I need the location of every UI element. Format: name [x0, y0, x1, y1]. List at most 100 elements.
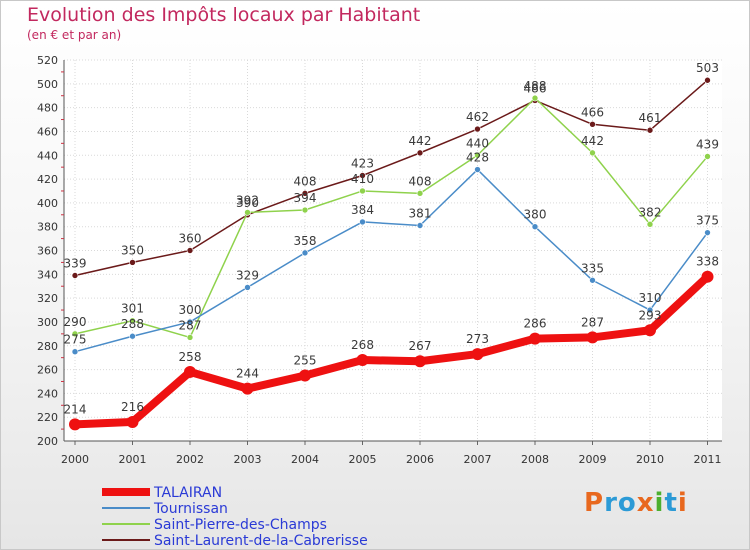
data-point-saint-pierre-des-champs — [186, 334, 194, 341]
data-point-saint-pierre-des-champs — [646, 221, 654, 228]
data-label-talairan: 255 — [294, 354, 317, 368]
y-tick-label: 260 — [37, 364, 58, 377]
chart-title: Evolution des Impôts locaux par Habitant — [27, 4, 421, 26]
data-point-talairan — [241, 382, 254, 395]
data-point-talairan — [586, 331, 599, 344]
data-label-saint-pierre-des-champs: 408 — [409, 174, 432, 188]
data-point-talairan — [69, 418, 81, 431]
data-label-saint-laurent-de-la-cabrerisse: 462 — [466, 110, 489, 124]
data-label-talairan: 293 — [639, 308, 662, 322]
logo-letter: P — [584, 488, 605, 518]
data-label-tournissan: 380 — [524, 208, 547, 222]
data-label-saint-pierre-des-champs: 410 — [351, 172, 374, 186]
data-point-talairan — [299, 369, 311, 382]
y-tick-label: 420 — [37, 173, 58, 186]
data-label-saint-pierre-des-champs: 442 — [581, 134, 604, 148]
y-tick-label: 240 — [37, 387, 58, 400]
data-point-tournissan — [531, 223, 539, 230]
series-line-talairan — [74, 273, 711, 429]
data-label-tournissan: 310 — [639, 291, 662, 305]
logo-letter: o — [617, 488, 637, 518]
data-label-saint-laurent-de-la-cabrerisse: 423 — [351, 156, 374, 170]
data-label-talairan: 268 — [351, 338, 374, 352]
y-tick-label: 460 — [37, 125, 58, 138]
data-label-tournissan: 384 — [351, 203, 374, 217]
data-label-saint-laurent-de-la-cabrerisse: 339 — [64, 257, 87, 271]
y-tick-label: 400 — [37, 197, 58, 210]
data-point-tournissan — [646, 306, 654, 314]
data-label-talairan: 216 — [121, 400, 144, 414]
series-line-saint-pierre-des-champs — [74, 97, 709, 339]
data-point-saint-laurent-de-la-cabrerisse — [71, 272, 79, 279]
data-label-tournissan: 375 — [696, 214, 719, 228]
data-point-saint-pierre-des-champs — [474, 151, 481, 159]
data-label-saint-laurent-de-la-cabrerisse: 350 — [121, 243, 144, 257]
data-point-tournissan — [244, 284, 251, 291]
data-label-tournissan: 358 — [294, 234, 317, 248]
data-point-talairan — [529, 332, 541, 345]
data-point-saint-pierre-des-champs — [589, 149, 596, 157]
data-label-saint-pierre-des-champs: 394 — [294, 191, 317, 205]
data-label-saint-pierre-des-champs: 382 — [639, 205, 662, 219]
x-tick-label: 2011 — [694, 453, 722, 466]
data-point-saint-pierre-des-champs — [301, 206, 309, 214]
y-tick-label: 300 — [37, 316, 58, 329]
x-tick-label: 2006 — [406, 453, 434, 466]
logo-letter: i — [654, 488, 665, 518]
data-point-tournissan — [474, 166, 481, 173]
logo-letter: t — [664, 488, 678, 518]
data-point-saint-pierre-des-champs — [71, 330, 79, 338]
x-tick-label: 2003 — [234, 453, 262, 466]
data-label-talairan: 258 — [179, 350, 202, 364]
data-point-tournissan — [301, 249, 309, 257]
x-tick-label: 2008 — [521, 453, 549, 466]
data-point-talairan — [184, 365, 196, 378]
data-point-talairan — [471, 348, 484, 361]
y-tick-label: 480 — [37, 102, 58, 115]
data-label-saint-laurent-de-la-cabrerisse: 486 — [524, 81, 547, 95]
y-tick-label: 520 — [37, 54, 58, 67]
data-label-saint-pierre-des-champs: 488 — [524, 79, 547, 93]
data-label-saint-laurent-de-la-cabrerisse: 390 — [236, 196, 259, 210]
data-point-saint-laurent-de-la-cabrerisse — [301, 190, 309, 197]
chart-subtitle: (en € et par an) — [27, 28, 122, 42]
data-label-talairan: 338 — [696, 255, 719, 269]
data-label-saint-pierre-des-champs: 287 — [179, 318, 202, 332]
x-tick-label: 2000 — [61, 453, 89, 466]
legend-label-saint-pierre-des-champs: Saint-Pierre-des-Champs — [154, 517, 327, 533]
data-label-saint-pierre-des-champs: 439 — [696, 137, 719, 151]
data-point-saint-laurent-de-la-cabrerisse — [359, 172, 366, 179]
data-label-saint-laurent-de-la-cabrerisse: 466 — [581, 105, 604, 119]
data-label-talairan: 244 — [236, 367, 259, 381]
x-tick-label: 2009 — [579, 453, 607, 466]
data-point-saint-laurent-de-la-cabrerisse — [129, 259, 136, 266]
data-point-saint-laurent-de-la-cabrerisse — [589, 120, 596, 128]
logo-letter: r — [604, 488, 618, 518]
y-tick-label: 440 — [37, 149, 58, 162]
data-point-talairan — [356, 354, 369, 367]
data-point-saint-laurent-de-la-cabrerisse — [704, 76, 711, 84]
data-label-saint-laurent-de-la-cabrerisse: 408 — [294, 174, 317, 188]
legend-label-talairan: TALAIRAN — [153, 485, 222, 501]
data-point-tournissan — [589, 276, 596, 284]
series-line-tournissan — [74, 168, 709, 353]
y-tick-label: 380 — [37, 221, 58, 234]
data-point-talairan — [701, 270, 714, 283]
legend-label-tournissan: Tournissan — [153, 501, 228, 517]
data-point-tournissan — [129, 332, 136, 340]
data-point-saint-pierre-des-champs — [704, 153, 711, 160]
x-tick-label: 2001 — [119, 453, 147, 466]
data-point-tournissan — [359, 218, 366, 226]
data-label-talairan: 286 — [524, 317, 547, 331]
data-point-saint-pierre-des-champs — [359, 187, 366, 195]
data-point-saint-pierre-des-champs — [129, 317, 136, 325]
x-tick-label: 2002 — [176, 453, 204, 466]
data-point-saint-laurent-de-la-cabrerisse — [186, 247, 194, 254]
data-point-saint-laurent-de-la-cabrerisse — [474, 125, 481, 133]
data-label-talairan: 267 — [409, 339, 432, 353]
data-label-saint-laurent-de-la-cabrerisse: 442 — [409, 134, 432, 148]
y-tick-label: 280 — [37, 340, 58, 353]
data-point-saint-pierre-des-champs — [531, 94, 539, 102]
data-point-tournissan — [186, 318, 194, 326]
